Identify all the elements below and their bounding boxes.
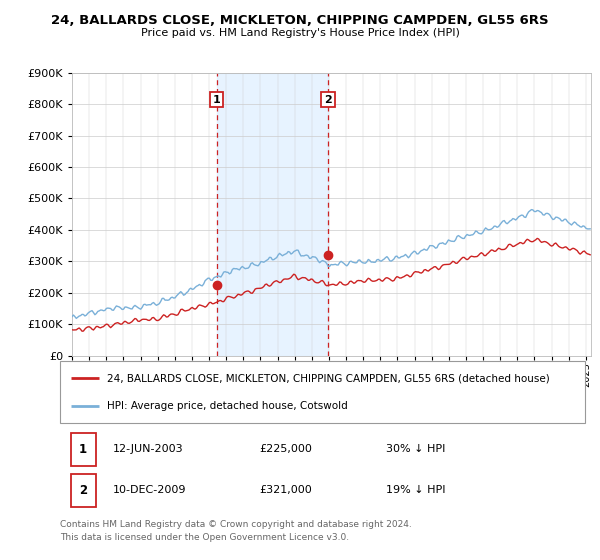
Text: 19% ↓ HPI: 19% ↓ HPI [386,485,445,495]
Text: HPI: Average price, detached house, Cotswold: HPI: Average price, detached house, Cots… [107,400,348,410]
Text: £321,000: £321,000 [260,485,312,495]
Text: 1: 1 [212,95,220,105]
Text: 10-DEC-2009: 10-DEC-2009 [113,485,186,495]
Bar [71,433,96,466]
Bar [217,73,328,356]
Text: Contains HM Land Registry data © Crown copyright and database right 2024.
This d: Contains HM Land Registry data © Crown c… [60,520,412,542]
FancyBboxPatch shape [60,361,585,423]
Text: 24, BALLARDS CLOSE, MICKLETON, CHIPPING CAMPDEN, GL55 6RS: 24, BALLARDS CLOSE, MICKLETON, CHIPPING … [51,14,549,27]
Text: 1: 1 [79,443,87,456]
Text: 2: 2 [324,95,332,105]
Text: 2: 2 [79,483,87,497]
Text: 24, BALLARDS CLOSE, MICKLETON, CHIPPING CAMPDEN, GL55 6RS (detached house): 24, BALLARDS CLOSE, MICKLETON, CHIPPING … [107,374,550,384]
Bar [71,474,96,506]
Text: Price paid vs. HM Land Registry's House Price Index (HPI): Price paid vs. HM Land Registry's House … [140,28,460,38]
Text: 30% ↓ HPI: 30% ↓ HPI [386,444,445,454]
Text: 12-JUN-2003: 12-JUN-2003 [113,444,183,454]
Text: £225,000: £225,000 [260,444,313,454]
